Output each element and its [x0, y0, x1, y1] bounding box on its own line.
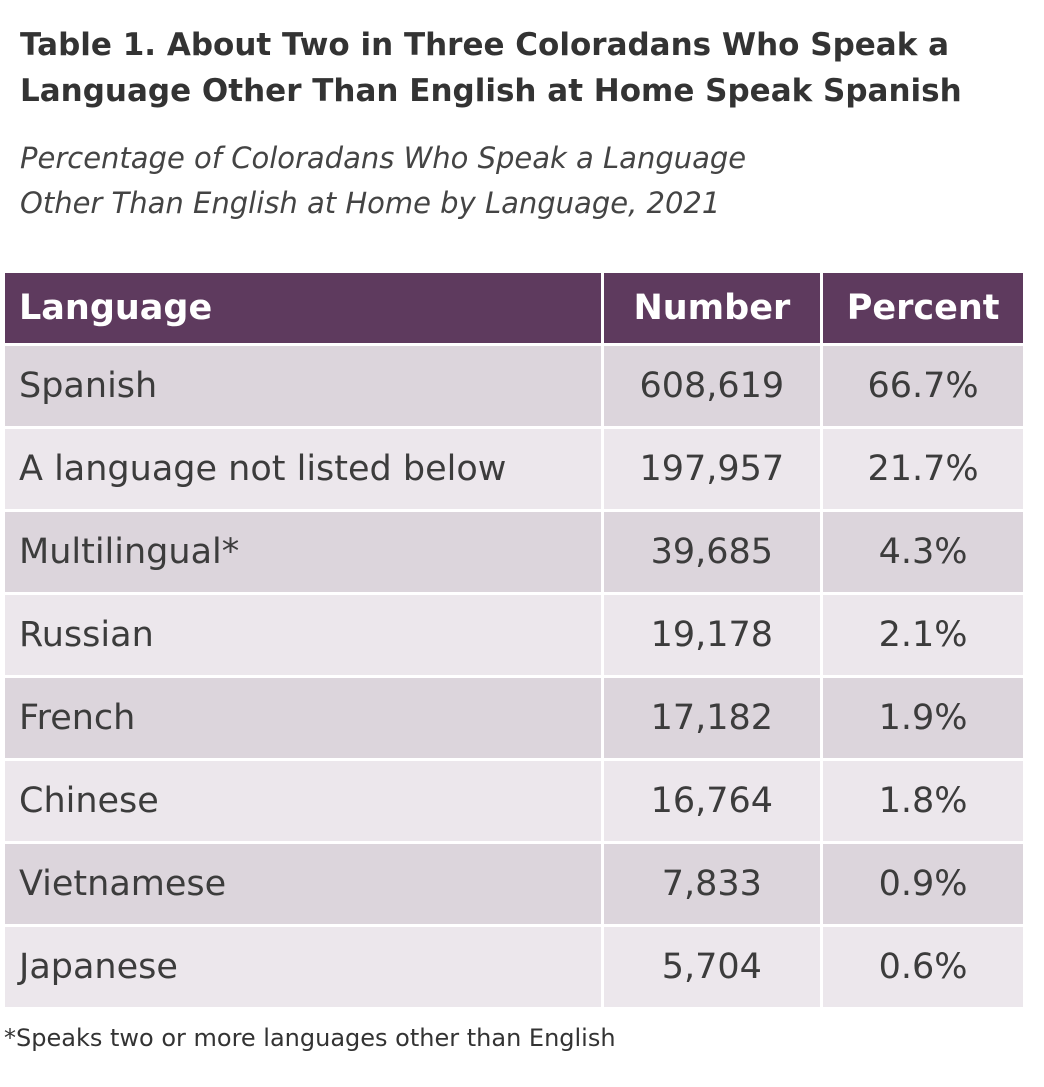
table-row: Chinese 16,764 1.8%	[5, 761, 1023, 841]
table-cell: 17,182	[603, 678, 821, 758]
table-cell: A language not listed below	[5, 429, 601, 509]
subtitle: Percentage of Coloradans Who Speak a Lan…	[20, 141, 747, 220]
table-cell: 1.9%	[823, 678, 1023, 758]
table-cell: 608,619	[603, 346, 821, 426]
table-cell: French	[5, 678, 601, 758]
table-cell: Multilingual*	[5, 512, 601, 592]
table-cell: 66.7%	[823, 346, 1023, 426]
table-row: Vietnamese 7,833 0.9%	[5, 844, 1023, 924]
table-row: Russian 19,178 2.1%	[5, 595, 1023, 675]
table-row: Japanese 5,704 0.6%	[5, 927, 1023, 1007]
table-body: Spanish 608,619 66.7% A language not listed…	[5, 346, 1023, 1007]
footnote: *Speaks two or more languages other than…	[4, 1024, 616, 1052]
table-cell: Spanish	[5, 346, 601, 426]
language-table: Language Number Percent Spanish 608,619 66.7…	[2, 270, 1026, 1010]
table-cell: 7,833	[603, 844, 821, 924]
table-cell: Vietnamese	[5, 844, 601, 924]
column-header: Language	[5, 273, 601, 343]
header-row: Language Number Percent	[5, 273, 1023, 343]
table-row: Spanish 608,619 66.7%	[5, 346, 1023, 426]
table-cell: 197,957	[603, 429, 821, 509]
table-cell: Japanese	[5, 927, 601, 1007]
table-cell: 0.9%	[823, 844, 1023, 924]
table-cell: 19,178	[603, 595, 821, 675]
table-cell: 21.7%	[823, 429, 1023, 509]
table-cell: 0.6%	[823, 927, 1023, 1007]
column-header: Percent	[823, 273, 1023, 343]
table-row: Multilingual* 39,685 4.3%	[5, 512, 1023, 592]
table-row: A language not listed below 197,957 21.7%	[5, 429, 1023, 509]
table-cell: 5,704	[603, 927, 821, 1007]
table-cell: Chinese	[5, 761, 601, 841]
table-cell: 39,685	[603, 512, 821, 592]
table-cell: Russian	[5, 595, 601, 675]
table-cell: 2.1%	[823, 595, 1023, 675]
table-cell: 16,764	[603, 761, 821, 841]
table-cell: 4.3%	[823, 512, 1023, 592]
table-cell: 1.8%	[823, 761, 1023, 841]
table-row: French 17,182 1.9%	[5, 678, 1023, 758]
title: Table 1. About Two in Three Coloradans W…	[20, 27, 962, 109]
column-header: Number	[603, 273, 821, 343]
